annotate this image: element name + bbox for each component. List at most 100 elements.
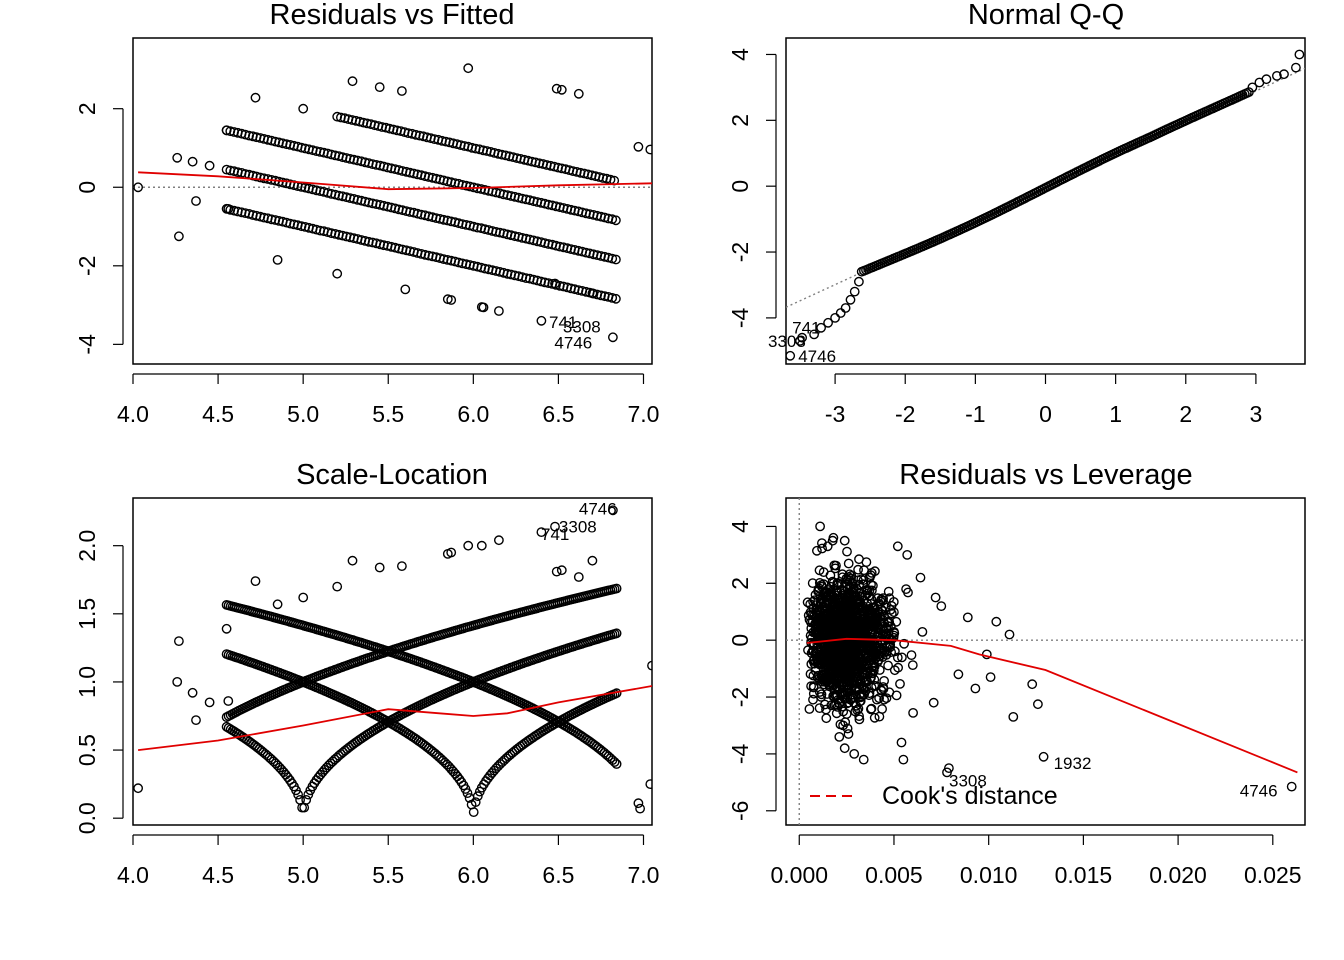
y-tick-label: 0: [727, 180, 753, 193]
y-tick-label: -2: [727, 687, 753, 707]
x-tick-label: 6.0: [457, 401, 489, 427]
cloud-point: [821, 652, 832, 663]
qq-point: [845, 294, 856, 305]
cloud-point: [856, 643, 866, 654]
data-point: [985, 672, 996, 682]
y-tick-label: -4: [727, 307, 753, 328]
cloud-point: [829, 684, 840, 694]
cloud-point: [841, 639, 852, 650]
data-point: [476, 540, 487, 551]
data-point: [221, 125, 232, 136]
cloud-point: [843, 614, 853, 625]
data-point: [556, 565, 567, 576]
band-point: [611, 254, 621, 265]
data-point: [446, 295, 457, 305]
cloud-point: [855, 598, 866, 608]
cloud-point: [874, 711, 885, 722]
cloud-point: [852, 640, 863, 651]
cloud-point: [861, 557, 872, 567]
x-axis: 4.0 4.5 5.0 5.5 6.0 6.5 7.0: [117, 373, 659, 427]
cloud-point: [829, 560, 840, 571]
cloud-point: [866, 704, 876, 715]
data-point: [587, 288, 598, 299]
data-point: [587, 555, 598, 566]
band-point: [562, 203, 573, 214]
sqrt-residual-point: [468, 807, 479, 817]
sqrt-residual-point: [472, 791, 483, 802]
band-point: [502, 268, 513, 279]
qq-point: [797, 332, 807, 343]
data-point: [221, 623, 232, 634]
data-point: [446, 547, 457, 558]
point-label: 4746: [1240, 782, 1278, 801]
cloud-point: [836, 579, 847, 589]
y-tick-label: 0.0: [74, 802, 100, 834]
data-point: [191, 196, 201, 206]
plot-area: [785, 497, 1306, 826]
band-point: [500, 150, 511, 161]
x-tick-label: 6.5: [542, 862, 574, 888]
data-point: [645, 779, 652, 789]
data-point: [298, 592, 309, 603]
cloud-point: [824, 623, 835, 634]
qq-point: [823, 317, 833, 328]
cloud-point: [854, 711, 864, 721]
cloud-point: [843, 610, 853, 621]
cloud-point: [869, 658, 879, 668]
x-tick-label: 7.0: [627, 862, 659, 888]
y-axis: -4 -2 0 2 4: [727, 48, 777, 328]
cloud-point: [845, 669, 856, 679]
cloud-point: [852, 705, 863, 716]
data-point: [858, 754, 869, 765]
cloud-point: [804, 704, 815, 714]
x-axis: 0.000 0.005 0.010 0.015 0.020 0.025: [770, 834, 1302, 888]
cloud-point: [869, 674, 880, 685]
cloud-point: [878, 684, 889, 694]
data-point: [298, 103, 309, 114]
cloud-point: [833, 600, 844, 611]
cloud-point: [817, 538, 827, 548]
data-point: [991, 616, 1002, 627]
qq-point: [830, 312, 840, 323]
band-point: [607, 253, 618, 264]
data-point: [633, 798, 644, 809]
cloud-point: [854, 579, 865, 590]
cloud-point: [875, 611, 886, 622]
x-tick-label: 0: [1039, 401, 1052, 427]
cloud-point: [828, 690, 839, 701]
x-axis: -3 -2 -1 0 1 2 3: [825, 373, 1262, 427]
data-point: [463, 540, 474, 551]
point-label: 3308: [559, 518, 597, 537]
data-point: [172, 677, 183, 687]
cloud-point: [842, 687, 853, 698]
data-point: [896, 737, 907, 748]
data-point: [536, 527, 547, 537]
x-tick-label: 4.0: [117, 401, 149, 427]
data-point: [902, 550, 913, 560]
y-tick-label: -6: [727, 801, 753, 821]
data-point: [332, 581, 343, 592]
band-point: [244, 130, 255, 141]
panel-residuals-vs-fitted: Residuals vs Fitted 4.0 4.5 5.0 5.5 6.0 6.5 7.…: [74, 0, 659, 427]
data-point: [962, 612, 973, 623]
y-tick-label: -2: [727, 242, 753, 262]
cloud-point: [872, 694, 882, 705]
cloud-point: [844, 603, 854, 614]
cloud-point: [879, 612, 889, 622]
qq-point: [1254, 77, 1265, 88]
data-point: [374, 562, 385, 573]
y-tick-label: 1.5: [74, 598, 100, 630]
cloud-point: [852, 668, 863, 679]
data-point: [550, 521, 560, 532]
cloud-point: [826, 586, 837, 597]
cloud-point: [842, 584, 853, 595]
data-point: [930, 592, 941, 603]
cloud-point: [802, 597, 813, 608]
cloud-point: [803, 645, 813, 656]
data-point: [250, 92, 261, 103]
data-point: [633, 141, 644, 152]
data-point: [396, 561, 407, 571]
cloud-point: [860, 685, 871, 696]
data-point: [828, 532, 839, 543]
qq-point: [854, 276, 864, 287]
